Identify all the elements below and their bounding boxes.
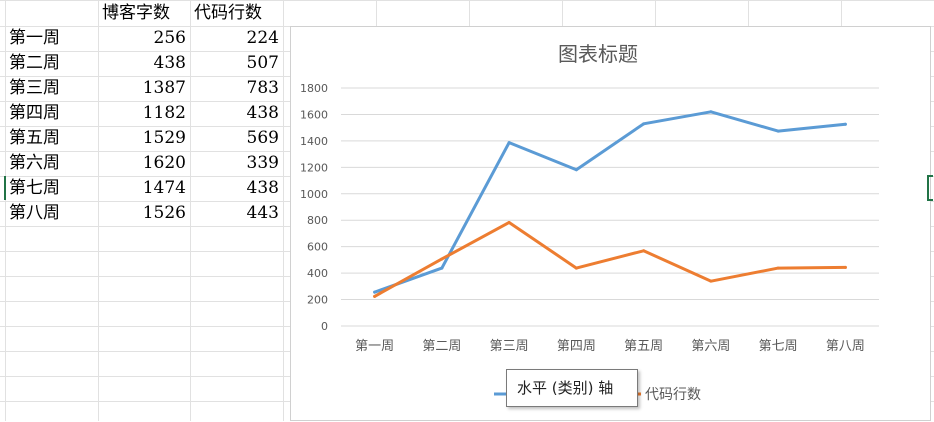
series-point-2 [776, 266, 780, 270]
series-point-1 [843, 122, 847, 126]
lines-value-cell[interactable]: 507 [246, 53, 279, 73]
header-cell-words[interactable]: 博客字数 [102, 3, 170, 23]
chart-resize-handle[interactable] [927, 175, 933, 201]
x-tick-label: 第五周 [624, 339, 663, 354]
x-tick-label: 第四周 [557, 339, 596, 354]
series-point-2 [642, 249, 646, 253]
lines-value-cell[interactable]: 569 [246, 128, 279, 148]
lines-value-cell[interactable]: 438 [246, 178, 279, 198]
y-tick-label: 600 [307, 241, 328, 254]
chart-canvas: 图表标题 0 200 400 600 800 1000 1200 1400 1600 1800 第一周… [300, 42, 879, 403]
series-point-2 [843, 265, 847, 269]
x-tick-label: 第七周 [759, 339, 798, 354]
words-value-cell[interactable]: 438 [153, 53, 186, 73]
series-point-1 [507, 141, 511, 145]
words-value-cell[interactable]: 1387 [142, 78, 186, 98]
series-point-2 [507, 220, 511, 224]
words-value-cell[interactable]: 1182 [142, 103, 186, 123]
y-tick-label: 1800 [300, 82, 328, 95]
lines-value-cell[interactable]: 339 [246, 153, 279, 173]
x-tick-label: 第六周 [691, 339, 730, 354]
row-label-cell[interactable]: 第二周 [9, 53, 60, 73]
series-point-2 [373, 294, 377, 298]
chart-title: 图表标题 [558, 42, 638, 66]
row-label-cell[interactable]: 第三周 [9, 78, 60, 98]
series-point-1 [574, 168, 578, 172]
series-point-1 [776, 129, 780, 133]
words-value-cell[interactable]: 1474 [142, 178, 186, 198]
series-point-1 [440, 266, 444, 270]
x-tick-label: 第八周 [826, 339, 865, 354]
series-point-1 [373, 290, 377, 294]
line-chart[interactable]: 图表标题 0 200 400 600 800 1000 1200 1400 1600 1800 第一周… [290, 26, 931, 421]
legend-label-2: 代码行数 [645, 387, 701, 403]
series-point-1 [642, 122, 646, 126]
row-label-cell[interactable]: 第八周 [9, 203, 60, 223]
row-label-cell[interactable]: 第六周 [9, 153, 60, 173]
series-point-2 [709, 279, 713, 283]
axis-tooltip: 水平 (类别) 轴 [506, 369, 638, 407]
x-tick-label: 第一周 [355, 339, 394, 354]
series-line-2 [373, 220, 847, 298]
row-label-cell[interactable]: 第四周 [9, 103, 60, 123]
series-line-1 [373, 110, 847, 294]
lines-value-cell[interactable]: 438 [246, 103, 279, 123]
y-tick-label: 1400 [300, 135, 328, 148]
row-label-cell[interactable]: 第五周 [9, 128, 60, 148]
y-tick-label: 400 [307, 267, 328, 280]
series-point-2 [440, 257, 444, 261]
y-tick-label: 1000 [300, 188, 328, 201]
x-tick-label: 第三周 [490, 339, 529, 354]
row-selection-marker [4, 176, 6, 200]
series-point-2 [574, 266, 578, 270]
words-value-cell[interactable]: 1620 [142, 153, 186, 173]
lines-value-cell[interactable]: 783 [246, 78, 279, 98]
lines-value-cell[interactable]: 224 [246, 28, 279, 48]
x-tick-label: 第二周 [422, 339, 461, 354]
y-tick-label: 200 [307, 294, 328, 307]
y-tick-label: 1200 [300, 161, 328, 174]
y-tick-label: 800 [307, 214, 328, 227]
y-tick-label: 1600 [300, 108, 328, 121]
y-tick-label: 0 [321, 320, 328, 333]
header-cell-lines[interactable]: 代码行数 [194, 3, 262, 23]
words-value-cell[interactable]: 256 [153, 28, 186, 48]
words-value-cell[interactable]: 1526 [142, 203, 186, 223]
words-value-cell[interactable]: 1529 [142, 128, 186, 148]
series-point-1 [709, 110, 713, 114]
row-label-cell[interactable]: 第一周 [9, 28, 60, 48]
row-label-cell[interactable]: 第七周 [9, 178, 60, 198]
lines-value-cell[interactable]: 443 [246, 203, 279, 223]
